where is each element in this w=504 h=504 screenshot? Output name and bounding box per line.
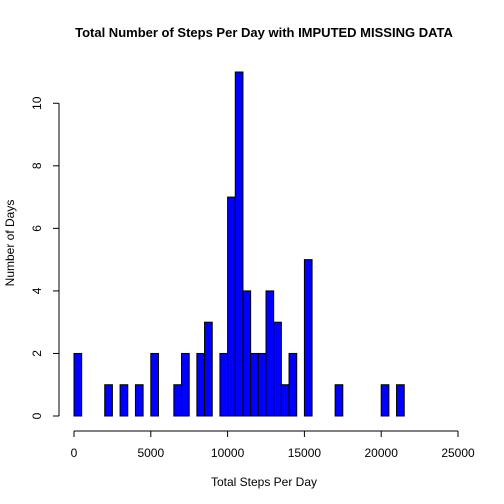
histogram-bar-12 (242, 290, 252, 417)
histogram-bar-21 (380, 384, 390, 417)
histogram-bar-8 (204, 321, 213, 417)
histogram-bar-19 (303, 259, 313, 417)
x-tick-label: 5000 (137, 446, 164, 460)
histogram-bar-11 (234, 71, 244, 417)
x-tick-label: 10000 (211, 446, 245, 460)
y-tick-label: 6 (30, 225, 44, 232)
histogram-bar-5 (173, 384, 183, 417)
histogram-bar-9 (219, 352, 229, 417)
histogram-bar-16 (273, 321, 282, 417)
histogram-bar-17 (280, 384, 290, 417)
histogram-bar-13 (250, 352, 259, 417)
y-axis-label: Number of Days (3, 200, 17, 287)
x-tick-label: 25000 (441, 446, 475, 460)
x-tick-label: 15000 (288, 446, 322, 460)
y-tick-label: 8 (30, 162, 44, 169)
x-axis: 0 5000 10000 15000 20000 25000 (71, 430, 475, 460)
chart-title: Total Number of Steps Per Day with IMPUT… (75, 25, 453, 40)
x-tick-label: 0 (71, 446, 78, 460)
x-axis-label: Total Steps Per Day (211, 475, 317, 489)
histogram-bar-20 (334, 384, 344, 417)
y-tick-label: 2 (30, 350, 44, 357)
y-axis: 0 2 4 6 8 10 (30, 96, 60, 419)
histogram-bar-0 (73, 352, 83, 417)
histogram-bar-7 (196, 352, 206, 417)
y-tick-label: 4 (30, 287, 44, 294)
y-tick-label: 10 (30, 96, 44, 110)
histogram-bar-18 (288, 352, 298, 417)
histogram-bar-22 (396, 384, 405, 417)
histogram-bars (73, 71, 405, 417)
histogram-bar-3 (134, 384, 144, 417)
y-tick-label: 0 (30, 412, 44, 419)
histogram-bar-1 (104, 384, 113, 417)
histogram-bar-10 (227, 196, 236, 417)
histogram-bar-4 (150, 352, 159, 417)
histogram-bar-14 (257, 352, 267, 417)
histogram-bar-2 (119, 384, 129, 417)
x-tick-label: 20000 (365, 446, 399, 460)
histogram-bar-15 (265, 290, 275, 417)
histogram-bar-6 (181, 352, 190, 417)
